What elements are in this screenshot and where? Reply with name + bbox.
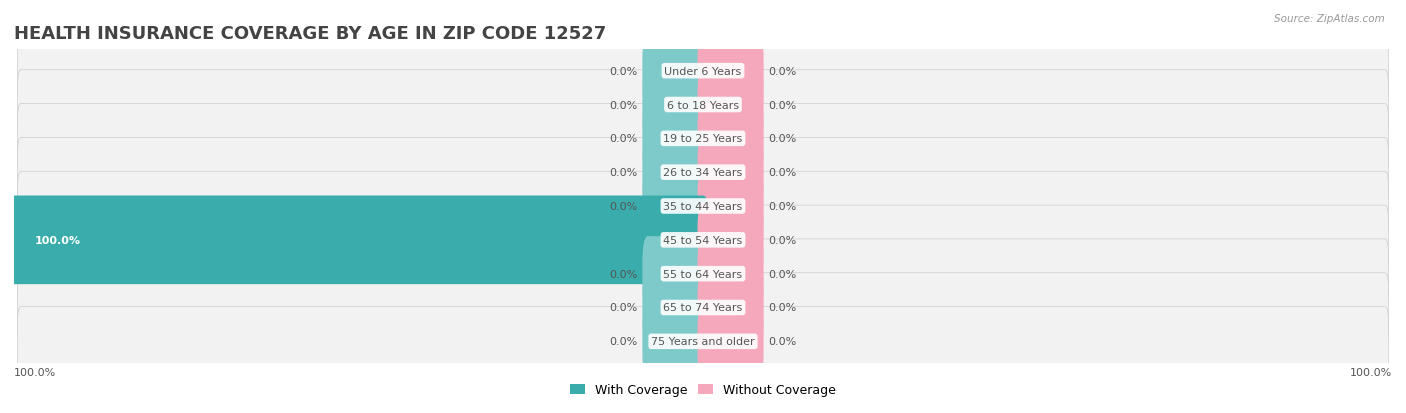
- Text: 0.0%: 0.0%: [769, 337, 797, 347]
- Text: 26 to 34 Years: 26 to 34 Years: [664, 168, 742, 178]
- FancyBboxPatch shape: [643, 304, 709, 379]
- FancyBboxPatch shape: [697, 135, 763, 210]
- FancyBboxPatch shape: [17, 138, 1389, 207]
- Text: 0.0%: 0.0%: [769, 168, 797, 178]
- Text: 0.0%: 0.0%: [769, 269, 797, 279]
- Text: 0.0%: 0.0%: [769, 202, 797, 211]
- Text: 45 to 54 Years: 45 to 54 Years: [664, 235, 742, 245]
- Text: 65 to 74 Years: 65 to 74 Years: [664, 303, 742, 313]
- Text: 35 to 44 Years: 35 to 44 Years: [664, 202, 742, 211]
- Text: 0.0%: 0.0%: [609, 269, 637, 279]
- Text: 100.0%: 100.0%: [14, 367, 56, 377]
- FancyBboxPatch shape: [17, 172, 1389, 241]
- Text: 0.0%: 0.0%: [609, 303, 637, 313]
- FancyBboxPatch shape: [17, 206, 1389, 275]
- FancyBboxPatch shape: [643, 68, 709, 143]
- Text: 100.0%: 100.0%: [35, 235, 80, 245]
- Text: 0.0%: 0.0%: [609, 134, 637, 144]
- Text: 0.0%: 0.0%: [609, 100, 637, 110]
- FancyBboxPatch shape: [643, 237, 709, 311]
- Text: 0.0%: 0.0%: [609, 66, 637, 76]
- FancyBboxPatch shape: [17, 104, 1389, 173]
- Text: 75 Years and older: 75 Years and older: [651, 337, 755, 347]
- Text: 0.0%: 0.0%: [609, 168, 637, 178]
- FancyBboxPatch shape: [697, 304, 763, 379]
- Text: 0.0%: 0.0%: [769, 235, 797, 245]
- FancyBboxPatch shape: [17, 71, 1389, 140]
- Text: 0.0%: 0.0%: [769, 303, 797, 313]
- FancyBboxPatch shape: [643, 102, 709, 176]
- FancyBboxPatch shape: [7, 196, 710, 285]
- FancyBboxPatch shape: [643, 169, 709, 244]
- Text: 0.0%: 0.0%: [609, 202, 637, 211]
- FancyBboxPatch shape: [643, 135, 709, 210]
- FancyBboxPatch shape: [697, 102, 763, 176]
- FancyBboxPatch shape: [697, 203, 763, 278]
- Text: HEALTH INSURANCE COVERAGE BY AGE IN ZIP CODE 12527: HEALTH INSURANCE COVERAGE BY AGE IN ZIP …: [14, 24, 606, 43]
- Text: 6 to 18 Years: 6 to 18 Years: [666, 100, 740, 110]
- FancyBboxPatch shape: [697, 68, 763, 143]
- Text: 0.0%: 0.0%: [769, 66, 797, 76]
- Text: 0.0%: 0.0%: [609, 337, 637, 347]
- Text: 0.0%: 0.0%: [769, 134, 797, 144]
- Text: 55 to 64 Years: 55 to 64 Years: [664, 269, 742, 279]
- Text: Source: ZipAtlas.com: Source: ZipAtlas.com: [1274, 14, 1385, 24]
- FancyBboxPatch shape: [697, 169, 763, 244]
- Text: 100.0%: 100.0%: [1350, 367, 1392, 377]
- FancyBboxPatch shape: [697, 237, 763, 311]
- FancyBboxPatch shape: [17, 307, 1389, 376]
- FancyBboxPatch shape: [643, 270, 709, 345]
- FancyBboxPatch shape: [643, 34, 709, 109]
- Legend: With Coverage, Without Coverage: With Coverage, Without Coverage: [565, 378, 841, 401]
- FancyBboxPatch shape: [17, 37, 1389, 106]
- FancyBboxPatch shape: [17, 240, 1389, 309]
- FancyBboxPatch shape: [17, 273, 1389, 342]
- FancyBboxPatch shape: [697, 270, 763, 345]
- FancyBboxPatch shape: [697, 34, 763, 109]
- Text: 19 to 25 Years: 19 to 25 Years: [664, 134, 742, 144]
- Text: 0.0%: 0.0%: [769, 100, 797, 110]
- Text: Under 6 Years: Under 6 Years: [665, 66, 741, 76]
